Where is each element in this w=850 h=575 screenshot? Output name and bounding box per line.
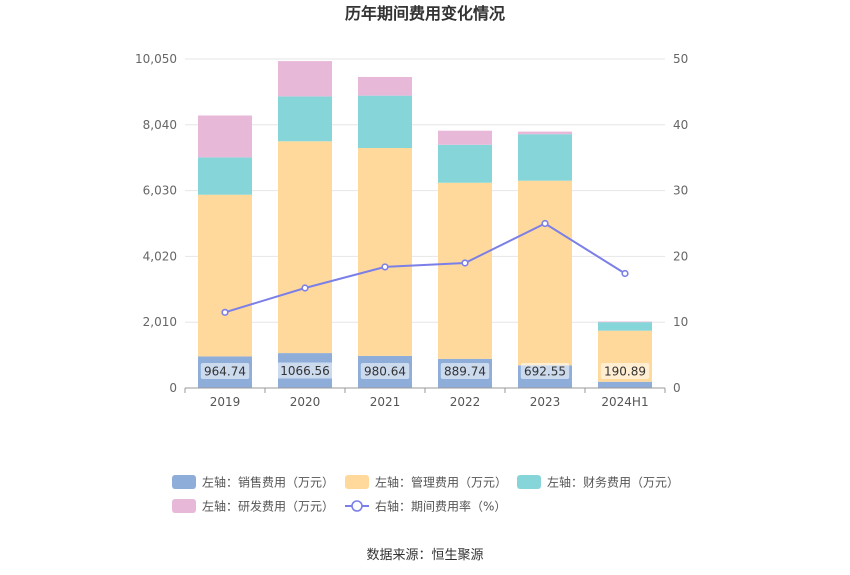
legend-label: 左轴：销售费用（万元） <box>202 475 334 490</box>
data-label-bg <box>277 362 333 379</box>
left-axis-tick-label: 2,010 <box>143 315 177 329</box>
data-label: 964.74 <box>204 365 246 379</box>
right-axis-tick-label: 10 <box>673 315 688 329</box>
data-label-bg <box>200 363 250 379</box>
bar-segment <box>438 144 492 183</box>
right-axis-tick-label: 0 <box>673 381 681 395</box>
bar-segment <box>358 95 412 149</box>
data-label: 1066.56 <box>280 364 330 378</box>
left-axis-tick-label: 0 <box>169 381 177 395</box>
legend-label: 左轴：管理费用（万元） <box>375 475 507 490</box>
axes-layer: 0 2,010 4,020 6,030 8,040 10,050 0 10 20 30 40 50 20… <box>135 52 688 409</box>
line-point <box>621 269 629 278</box>
left-axis-tick-label: 4,020 <box>143 249 177 263</box>
x-axis-tick-label: 2023 <box>530 395 561 409</box>
line-point <box>221 308 229 316</box>
right-axis-tick-label: 40 <box>673 118 688 132</box>
data-label-bg <box>520 363 570 379</box>
bar-segment <box>598 322 652 331</box>
right-axis-tick-label: 30 <box>673 184 688 198</box>
legend: 左轴：销售费用（万元） 左轴：管理费用（万元） 左轴：财务费用（万元） 左轴：研发费用… <box>172 475 679 514</box>
bar-segment <box>358 148 412 356</box>
legend-label: 右轴：期间费用率（%） <box>375 499 506 514</box>
bar-segment <box>198 157 252 195</box>
bar-segment <box>278 141 332 354</box>
left-axis-tick-label: 10,050 <box>135 52 177 66</box>
expense-rate-line <box>224 222 626 314</box>
bar-segment <box>438 130 492 145</box>
bar-segment <box>278 96 332 142</box>
line-point <box>461 259 469 267</box>
bar-segment <box>198 115 252 158</box>
x-axis-tick-label: 2019 <box>210 395 241 409</box>
data-label-bg <box>600 363 650 379</box>
legend-label: 左轴：财务费用（万元） <box>547 475 679 490</box>
line-point <box>541 219 549 228</box>
bar-segment <box>438 182 492 359</box>
left-axis-tick-label: 6,030 <box>143 184 177 198</box>
legend-swatch <box>517 475 541 489</box>
bar-segment <box>518 134 572 181</box>
data-labels-layer: 964.74 1066.56 980.64 889.74 692.55 190.89 <box>200 362 650 379</box>
source-note: 数据来源：恒生聚源 <box>366 548 483 563</box>
data-label: 889.74 <box>444 365 486 379</box>
bar-segment <box>598 381 652 388</box>
data-label-bg <box>440 363 490 379</box>
bar-segment <box>518 131 572 135</box>
x-axis-tick-label: 2021 <box>370 395 401 409</box>
legend-line-marker <box>351 500 363 512</box>
legend-swatch <box>345 475 369 489</box>
data-label: 980.64 <box>364 365 406 379</box>
legend-label: 左轴：研发费用（万元） <box>202 499 334 514</box>
legend-swatch <box>172 475 196 489</box>
bars-layer <box>198 61 652 388</box>
line-layer <box>221 219 629 316</box>
left-axis-tick-label: 8,040 <box>143 118 177 132</box>
right-axis-tick-label: 20 <box>673 249 688 263</box>
data-label: 190.89 <box>604 365 646 379</box>
data-label-bg <box>360 363 410 379</box>
bar-segment <box>278 61 332 97</box>
chart-title: 历年期间费用变化情况 <box>345 4 505 23</box>
x-axis-tick-label: 2022 <box>450 395 481 409</box>
right-axis-tick-label: 50 <box>673 52 688 66</box>
bar-segment <box>198 194 252 357</box>
grid-lines <box>185 58 665 323</box>
x-axis-tick-label: 2024H1 <box>601 395 648 409</box>
line-point <box>381 263 389 271</box>
data-label: 692.55 <box>524 365 566 379</box>
line-point <box>301 284 309 292</box>
bar-segment <box>518 180 572 366</box>
bar-segment <box>598 321 652 323</box>
bar-segment <box>358 76 412 96</box>
legend-swatch <box>172 499 196 513</box>
x-axis-tick-label: 2020 <box>290 395 321 409</box>
